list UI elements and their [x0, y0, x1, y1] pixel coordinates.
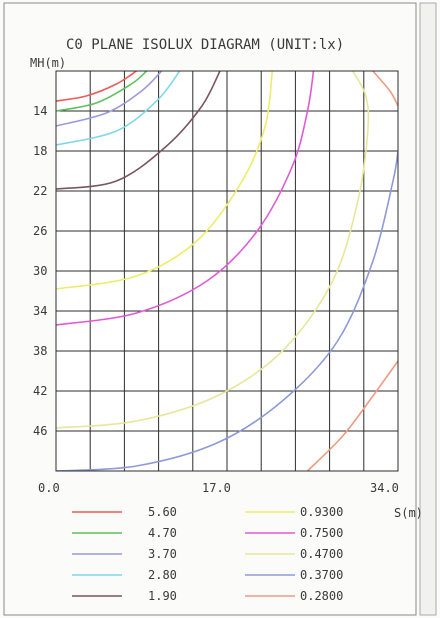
legend-label: 0.4700 [300, 547, 343, 561]
x-tick-label: 0.0 [38, 481, 60, 495]
isolux-curve-0.2800 [372, 71, 398, 107]
legend-label: 3.70 [148, 547, 177, 561]
y-tick-label: 30 [33, 264, 47, 278]
legend-label: 5.60 [148, 505, 177, 519]
legend: 5.60 4.70 3.70 2.80 1.90 0.9300 0.7500 0.4700 0.… [72, 505, 343, 603]
isolux-curve-2.80 [56, 71, 181, 146]
plot-border [55, 70, 399, 472]
legend-label: 0.7500 [300, 526, 343, 540]
y-tick-label: 14 [33, 104, 47, 118]
y-tick-label: 18 [33, 144, 47, 158]
legend-label: 0.9300 [300, 505, 343, 519]
y-axis-label: MH(m) [30, 56, 66, 70]
isolux-curves [56, 71, 398, 471]
y-tick-label: 38 [33, 344, 47, 358]
legend-label: 2.80 [148, 568, 177, 582]
y-tick-label: 34 [33, 304, 47, 318]
isolux-curve-0.2800 [306, 360, 398, 471]
chart-title: C0 PLANE ISOLUX DIAGRAM (UNIT:lx) [66, 37, 344, 53]
isolux-curve-3.70 [56, 71, 163, 127]
isolux-curve-0.7500 [56, 71, 315, 326]
isolux-curve-0.9300 [56, 71, 274, 290]
y-tick-label: 22 [33, 184, 47, 198]
legend-label: 4.70 [148, 526, 177, 540]
x-tick-label: 34.0 [370, 481, 399, 495]
isolux-curve-0.4700 [56, 71, 370, 429]
x-axis-label: S(m) [394, 506, 423, 520]
isolux-curve-1.90 [56, 71, 221, 190]
legend-label: 0.2800 [300, 589, 343, 603]
outer-border [3, 2, 417, 616]
isolux-curve-5.60 [56, 71, 137, 102]
legend-label: 0.3700 [300, 568, 343, 582]
legend-label: 1.90 [148, 589, 177, 603]
right-edge-border [419, 2, 437, 616]
x-tick-label: 17.0 [202, 481, 231, 495]
isolux-curve-4.70 [56, 71, 148, 112]
y-tick-label: 26 [33, 224, 47, 238]
y-tick-label: 46 [33, 424, 47, 438]
plot-area: 14 18 22 26 30 34 38 42 46 0.0 17.0 34.0 [33, 70, 399, 495]
isolux-curve-0.3700 [56, 150, 398, 471]
y-tick-label: 42 [33, 384, 47, 398]
